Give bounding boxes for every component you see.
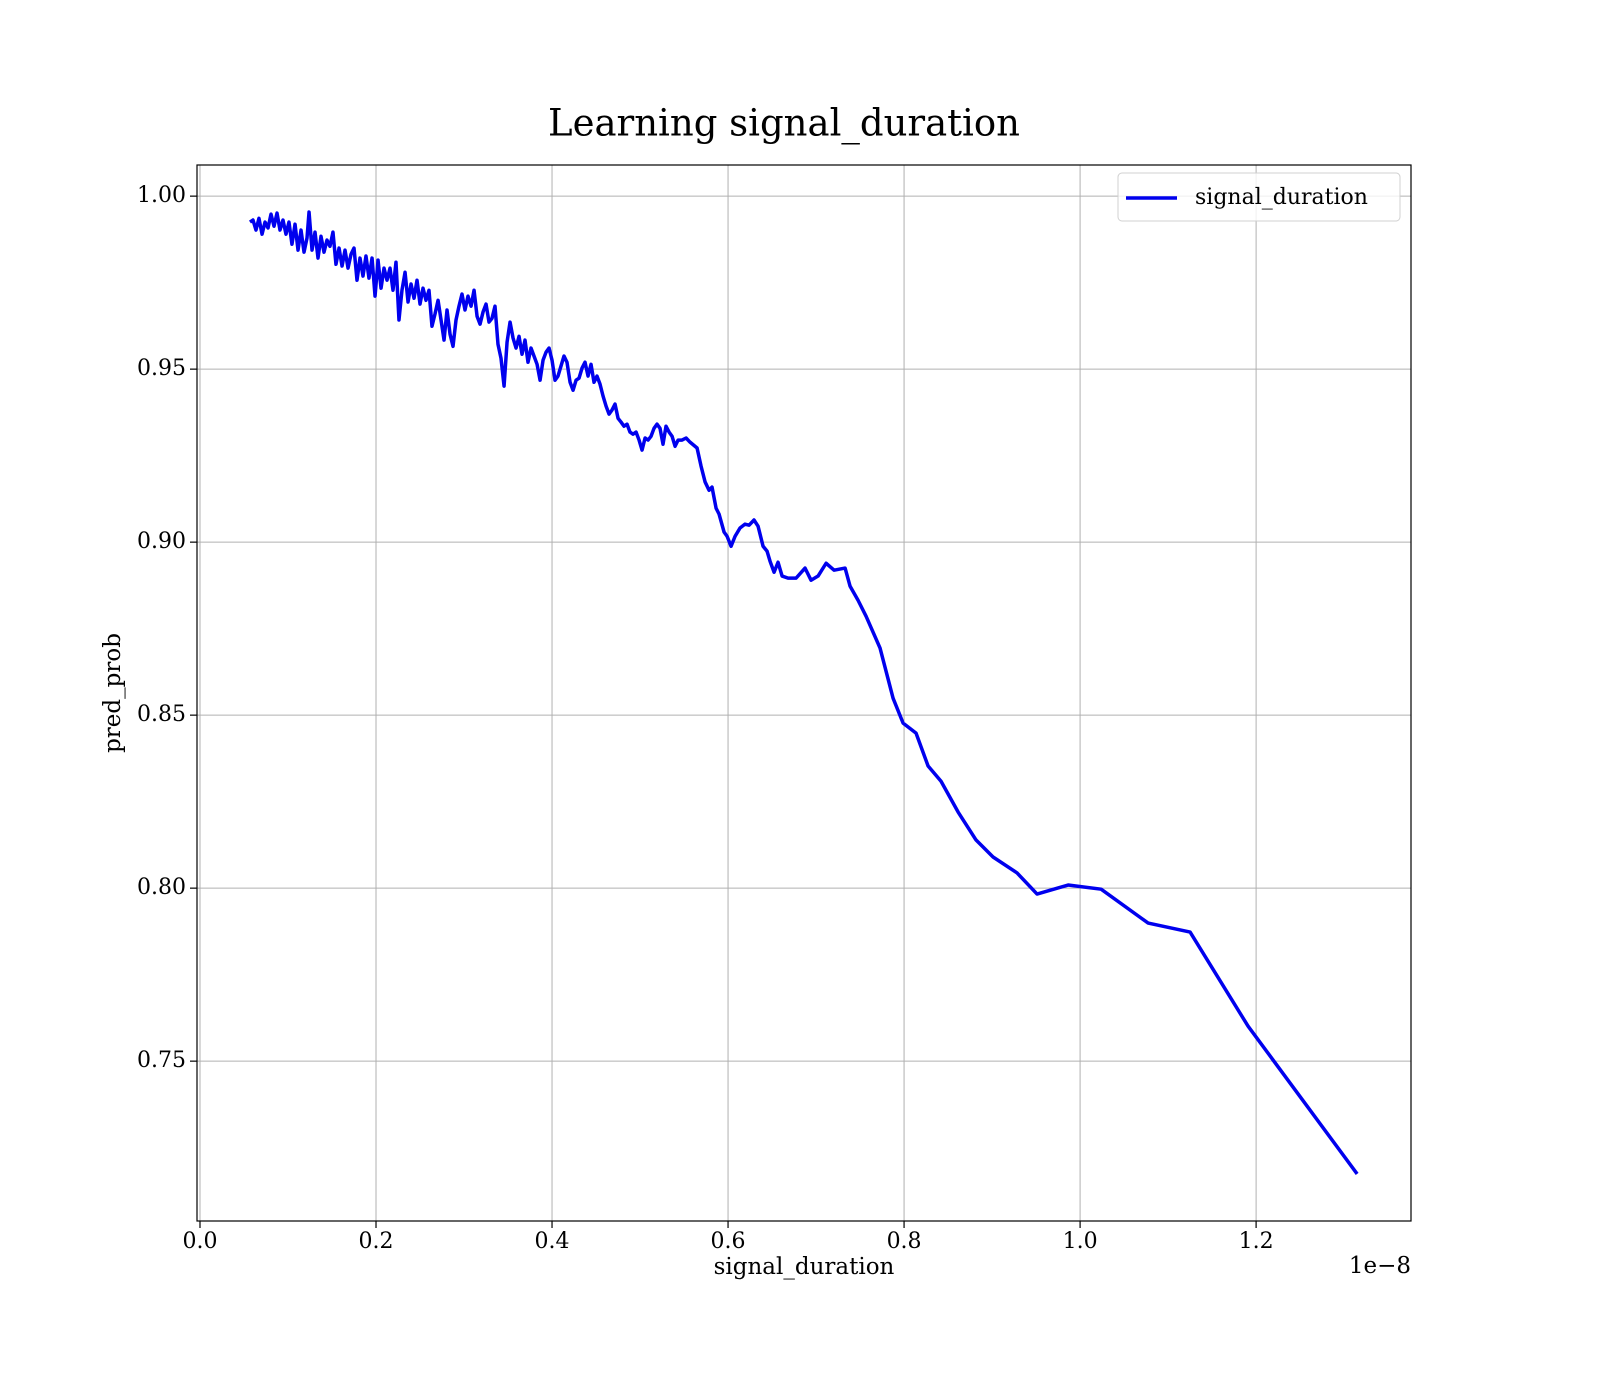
y-tick-label: 0.80: [137, 875, 186, 900]
x-tick-label: 0.2: [359, 1229, 394, 1254]
legend-label: signal_duration: [1195, 185, 1368, 210]
y-tick-label: 0.95: [137, 356, 186, 381]
chart-title: Learning signal_duration: [548, 102, 1020, 146]
y-tick-label: 0.75: [137, 1048, 186, 1073]
x-tick-label: 0.0: [182, 1229, 217, 1254]
plot-layer: [248, 210, 1359, 1175]
x-tick-label: 0.8: [887, 1229, 922, 1254]
y-tick-label: 0.85: [137, 702, 186, 727]
x-axis-label: signal_duration: [714, 1254, 895, 1280]
x-tick-label: 1.0: [1063, 1229, 1098, 1254]
x-tick-label: 1.2: [1239, 1229, 1274, 1254]
y-axis-label: pred_prob: [100, 633, 126, 753]
grid-layer: [197, 165, 1411, 1221]
data-line: [248, 210, 1359, 1175]
y-tick-label: 0.90: [137, 529, 186, 554]
legend-box: [1117, 172, 1401, 222]
x-tick-label: 0.6: [711, 1229, 746, 1254]
axes-frame: [196, 164, 1412, 1222]
x-offset-text: 1e−8: [1349, 1253, 1411, 1279]
x-tick-label: 0.4: [535, 1229, 570, 1254]
y-tick-label: 1.00: [137, 183, 186, 208]
legend: signal_duration: [1117, 172, 1401, 222]
